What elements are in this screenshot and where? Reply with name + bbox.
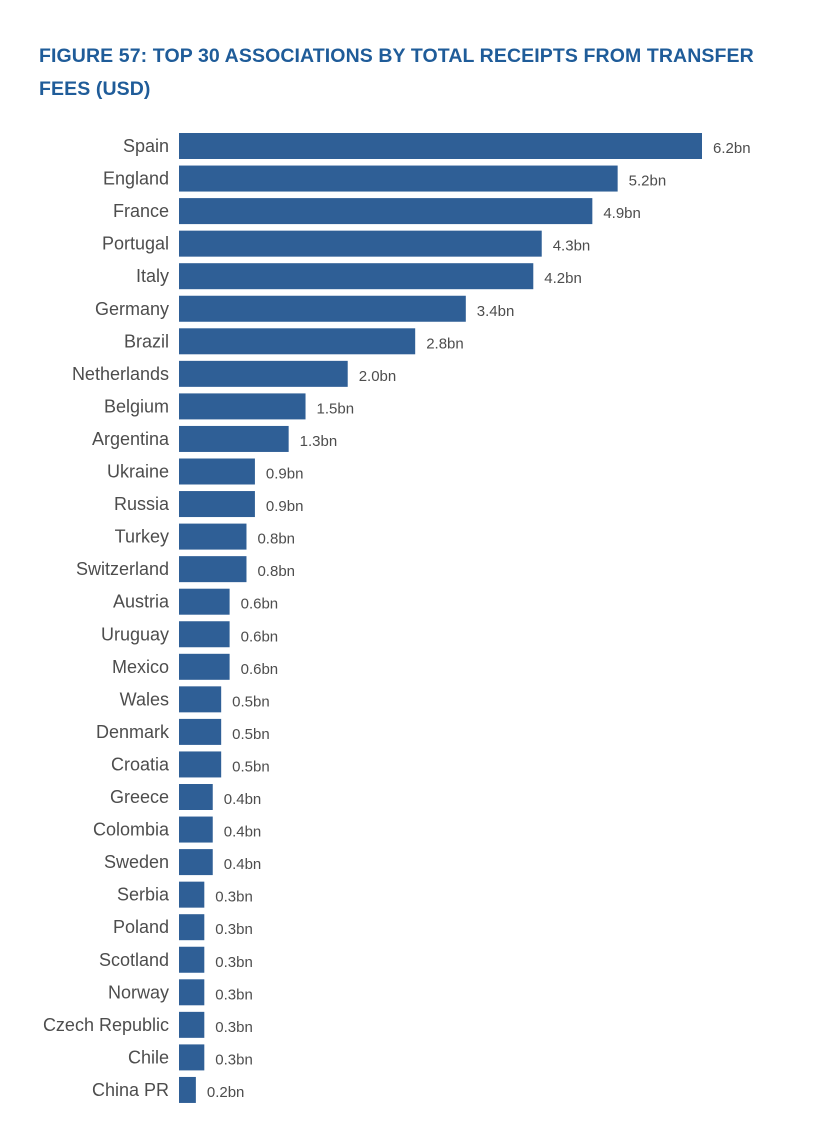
category-label: China PR [92, 1080, 169, 1100]
bars [179, 133, 702, 1103]
bar-italy [179, 263, 534, 290]
chart-title: FIGURE 57: TOP 30 ASSOCIATIONS BY TOTAL … [39, 45, 754, 100]
category-label: Uruguay [101, 624, 169, 644]
value-label: 4.3bn [553, 238, 591, 255]
bar-china-pr [179, 1076, 196, 1103]
bar-croatia [179, 751, 222, 778]
value-label: 0.9bn [266, 498, 304, 515]
value-label: 0.5bn [232, 758, 270, 775]
category-label: Czech Republic [43, 1015, 169, 1035]
category-label: Serbia [117, 885, 170, 905]
bar-chile [179, 1044, 205, 1071]
value-label: 0.2bn [207, 1084, 245, 1101]
category-label: Belgium [104, 396, 169, 416]
category-label: Switzerland [76, 559, 169, 579]
category-label: England [103, 169, 169, 189]
value-label: 0.6bn [241, 661, 279, 678]
bar-colombia [179, 816, 213, 843]
value-label: 0.4bn [224, 791, 262, 808]
bar-switzerland [179, 556, 247, 583]
category-label: Germany [95, 299, 169, 319]
category-label: Croatia [111, 754, 170, 774]
bar-brazil [179, 328, 416, 355]
bar-netherlands [179, 360, 348, 387]
bar-scotland [179, 946, 205, 973]
bar-norway [179, 979, 205, 1006]
value-label: 4.2bn [544, 270, 582, 287]
value-label: 0.6bn [241, 596, 279, 613]
value-label: 0.3bn [215, 986, 253, 1003]
value-label: 0.4bn [224, 824, 262, 841]
value-label: 0.3bn [215, 889, 253, 906]
category-label: Sweden [104, 852, 169, 872]
bar-spain [179, 133, 702, 159]
bar-russia [179, 491, 255, 518]
value-label: 0.5bn [232, 726, 270, 743]
value-label: 0.3bn [215, 921, 253, 938]
category-label: Ukraine [107, 462, 169, 482]
value-labels: 6.2bn 5.2bn 4.9bn 4.3bn 4.2bn 3.4bn 2.8bn 2.0bn… [207, 140, 751, 1101]
category-label: Denmark [96, 722, 170, 742]
category-label: France [113, 201, 169, 221]
category-label: Chile [128, 1047, 169, 1067]
value-label: 6.2bn [713, 140, 751, 157]
bar-sweden [179, 849, 213, 876]
value-label: 0.3bn [215, 954, 253, 971]
category-label: Greece [110, 787, 169, 807]
value-label: 5.2bn [629, 173, 667, 190]
category-label: Colombia [93, 820, 170, 840]
bar-portugal [179, 230, 542, 257]
bar-belgium [179, 393, 306, 420]
bar-france [179, 198, 593, 225]
category-label: Turkey [115, 527, 169, 547]
bar-denmark [179, 718, 222, 745]
bar-greece [179, 784, 213, 810]
category-label: Italy [136, 266, 169, 286]
value-label: 1.3bn [300, 433, 338, 450]
category-label: Poland [113, 917, 169, 937]
value-label: 4.9bn [603, 205, 641, 222]
category-label: Netherlands [72, 364, 169, 384]
value-label: 3.4bn [477, 303, 515, 320]
value-label: 0.8bn [257, 563, 295, 580]
category-label: Spain [123, 136, 169, 156]
bar-ukraine [179, 458, 255, 485]
category-label: Austria [113, 592, 170, 612]
value-label: 0.8bn [257, 531, 295, 548]
value-label: 0.3bn [215, 1051, 253, 1068]
bar-mexico [179, 653, 230, 680]
bar-poland [179, 914, 205, 941]
value-label: 2.8bn [426, 335, 464, 352]
bar-serbia [179, 881, 205, 908]
category-label: Scotland [99, 950, 169, 970]
bar-uruguay [179, 621, 230, 648]
bar-austria [179, 588, 230, 615]
value-label: 0.9bn [266, 466, 304, 483]
category-label: Russia [114, 494, 170, 514]
value-label: 1.5bn [317, 400, 355, 417]
bar-turkey [179, 523, 247, 550]
value-label: 0.4bn [224, 856, 262, 873]
bar-czech-republic [179, 1011, 205, 1038]
bar-wales [179, 686, 222, 713]
value-label: 0.5bn [232, 693, 270, 710]
value-label: 0.3bn [215, 1019, 253, 1036]
value-label: 0.6bn [241, 628, 279, 645]
bar-germany [179, 295, 466, 322]
category-label: Mexico [112, 657, 169, 677]
category-label: Argentina [92, 429, 170, 449]
category-label: Brazil [124, 331, 169, 351]
category-label: Norway [108, 982, 169, 1002]
category-label: Portugal [102, 234, 169, 254]
category-label: Wales [120, 689, 169, 709]
category-labels: Spain England France Portugal Italy Germany Br… [43, 136, 170, 1100]
value-label: 2.0bn [359, 368, 397, 385]
bar-argentina [179, 425, 289, 452]
bar-england [179, 165, 618, 192]
